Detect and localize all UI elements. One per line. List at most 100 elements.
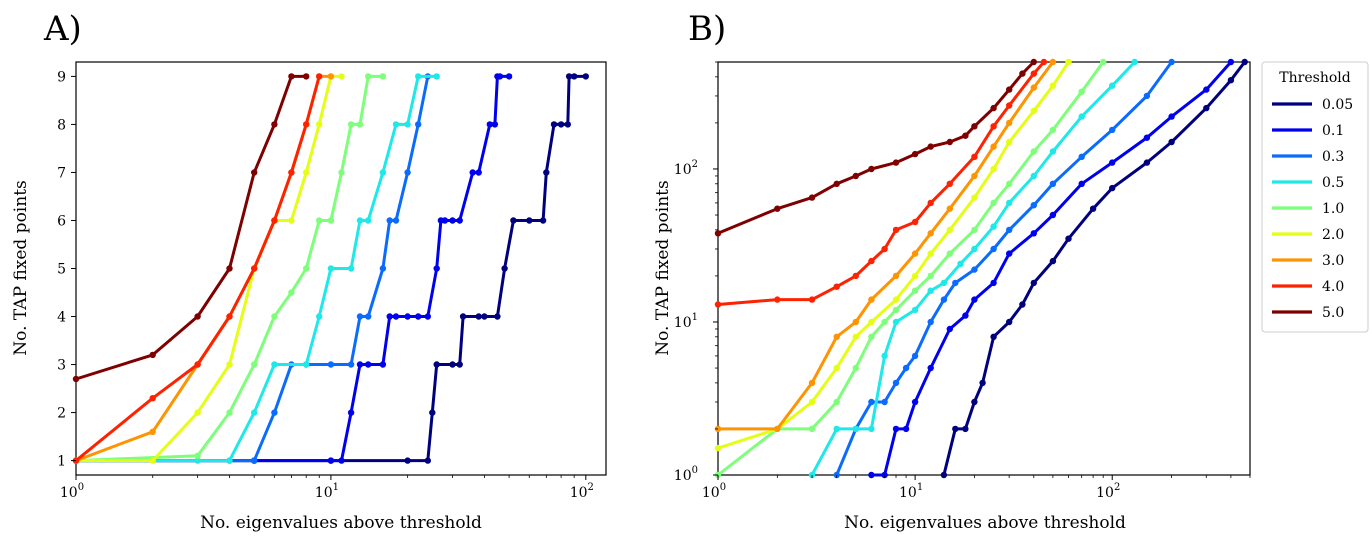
panel-a-point-4.0-2 — [194, 361, 201, 368]
panel-b-series — [714, 58, 1248, 479]
panel-a-point-0.05-6 — [433, 361, 440, 368]
panel-b-point-1.0-15 — [1049, 126, 1057, 134]
panel-a-point-0.5-2 — [226, 457, 233, 464]
panel-a-point-0.1-6 — [365, 361, 372, 368]
panel-b-point-2.0-13 — [1030, 107, 1038, 115]
panel-b-point-4.0-4 — [852, 272, 859, 280]
panel-b-point-4.0-7 — [892, 226, 900, 234]
panel-b-point-4.0-3 — [833, 283, 840, 290]
panel-a-point-3.0-1 — [149, 428, 156, 435]
panel-b-point-2.0-3 — [833, 364, 840, 372]
panel-a-y-tick-label-3: 4 — [57, 310, 66, 326]
legend-entries: 0.05 0.1 0.3 0.5 1.0 2.0 3.0 4.0 5.0 — [1272, 97, 1353, 321]
panel-a-point-0.5-5 — [303, 361, 310, 368]
panel-b-point-0.05-6 — [1006, 318, 1013, 326]
panel-a-point-0.1-2 — [327, 457, 335, 464]
panel-a-chart: 100 101 102 1 2 3 4 5 6 7 8 9 No. eigenvalues abov… — [11, 61, 607, 533]
panel-b-point-0.5-4 — [881, 352, 888, 360]
panel-b-x-tick-label-1: 101 — [899, 482, 923, 501]
panel-a-point-4.0-3 — [226, 313, 233, 320]
panel-b-point-0.1-5 — [927, 364, 934, 372]
panel-b-point-0.05-12 — [1109, 184, 1116, 192]
panel-a-point-1.0-12 — [365, 73, 372, 80]
panel-a-x-tick-label-1: 101 — [315, 482, 339, 501]
panel-b-point-5.0-10 — [962, 132, 969, 139]
panel-b-point-0.05-16 — [1227, 77, 1235, 84]
panel-b-point-0.3-16 — [1109, 126, 1116, 134]
panel-a-point-4.0-7 — [303, 121, 310, 128]
legend-label-0.1: 0.1 — [1322, 123, 1344, 139]
panel-a-point-0.1-4 — [347, 409, 355, 416]
panel-b-point-4.0-1 — [774, 296, 781, 303]
panel-b-point-0.1-14 — [1109, 159, 1116, 166]
panel-a-point-0.05-8 — [456, 361, 463, 368]
panel-a-point-0.1-9 — [392, 313, 400, 320]
panel-a-point-5.0-5 — [271, 121, 278, 128]
panel-b-point-5.0-7 — [911, 150, 919, 158]
panel-a-point-0.1-15 — [441, 217, 449, 224]
panel-b-x-tick-label-2: 102 — [1096, 482, 1120, 501]
panel-b-point-2.0-6 — [892, 296, 900, 303]
panel-a-point-1.0-11 — [356, 121, 364, 128]
panel-a-point-0.1-8 — [386, 313, 393, 320]
panel-b-series-line-1.0 — [717, 61, 1105, 477]
panel-a-point-5.0-1 — [149, 351, 156, 359]
panel-a-point-0.5-9 — [356, 217, 364, 224]
panel-a-point-0.1-17 — [456, 217, 463, 224]
panel-b-point-5.0-8 — [927, 143, 934, 150]
panel-b-point-0.5-6 — [911, 306, 919, 314]
panel-b-point-0.3-2 — [868, 398, 875, 406]
panel-b-point-0.3-8 — [940, 296, 948, 303]
panel-a-point-1.0-4 — [271, 313, 278, 320]
panel-b-x-ticks: 100 101 102 — [702, 475, 1251, 501]
legend-label-4.0: 4.0 — [1322, 279, 1344, 295]
panel-b-y-ticks: 100 101 102 — [674, 61, 718, 484]
panel-a-y-tick-label-7: 8 — [57, 117, 66, 133]
panel-a-point-0.1-5 — [356, 361, 364, 368]
panel-b-point-0.5-17 — [1131, 58, 1138, 66]
panel-a-point-0.3-8 — [356, 313, 364, 320]
panel-b-point-0.5-5 — [892, 318, 900, 326]
panel-b-point-5.0-14 — [1019, 70, 1026, 77]
panel-b-point-0.5-2 — [852, 425, 859, 433]
panel-b-point-0.1-7 — [962, 312, 969, 319]
panel-b-series-line-4.0 — [717, 61, 1046, 306]
panel-b-point-0.5-16 — [1109, 82, 1116, 89]
panel-a-point-0.05-15 — [526, 217, 533, 224]
panel-b-point-1.0-5 — [868, 333, 875, 340]
panel-b-point-3.0-7 — [911, 250, 919, 257]
panel-a-label: A) — [43, 9, 82, 49]
panel-a-point-5.0-3 — [226, 265, 233, 272]
legend-label-2.0: 2.0 — [1322, 227, 1344, 243]
panel-b-point-4.0-14 — [1030, 70, 1038, 77]
panel-b-y-axis-label: No. TAP fixed points — [653, 180, 673, 355]
panel-b-point-0.1-8 — [971, 296, 978, 303]
panel-a-point-0.5-11 — [379, 169, 387, 176]
panel-a-point-0.05-23 — [582, 73, 589, 80]
panel-b-point-4.0-8 — [911, 218, 919, 226]
panel-a-point-0.1-13 — [433, 265, 440, 272]
panel-a-point-5.0-4 — [251, 169, 258, 176]
panel-a-point-2.0-2 — [194, 409, 201, 416]
panel-a-point-0.3-12 — [392, 217, 400, 224]
panel-b-point-1.0-9 — [927, 272, 934, 280]
panel-b-point-0.05-3 — [971, 398, 978, 406]
panel-b-point-4.0-12 — [990, 123, 997, 130]
panel-b-point-3.0-5 — [868, 296, 875, 303]
panel-a-point-0.1-7 — [379, 361, 387, 368]
panel-a-point-0.5-10 — [365, 217, 372, 224]
panel-a-point-0.05-3 — [404, 457, 411, 464]
panel-a-point-0.3-9 — [365, 313, 372, 320]
panel-b-point-1.0-13 — [1006, 180, 1013, 187]
panel-b-point-0.05-1 — [952, 425, 959, 433]
legend-label-0.05: 0.05 — [1322, 97, 1353, 113]
panel-b-point-3.0-12 — [1006, 119, 1013, 127]
panel-b-y-tick-label-2: 102 — [674, 159, 698, 178]
panel-b-point-0.1-10 — [1006, 250, 1013, 257]
panel-a-point-4.0-8 — [316, 73, 323, 80]
panel-b-point-0.05-10 — [1065, 235, 1072, 242]
panel-b-point-0.1-15 — [1143, 134, 1151, 141]
panel-b-point-0.5-10 — [971, 245, 978, 253]
panel-a-point-5.0-6 — [288, 73, 295, 80]
